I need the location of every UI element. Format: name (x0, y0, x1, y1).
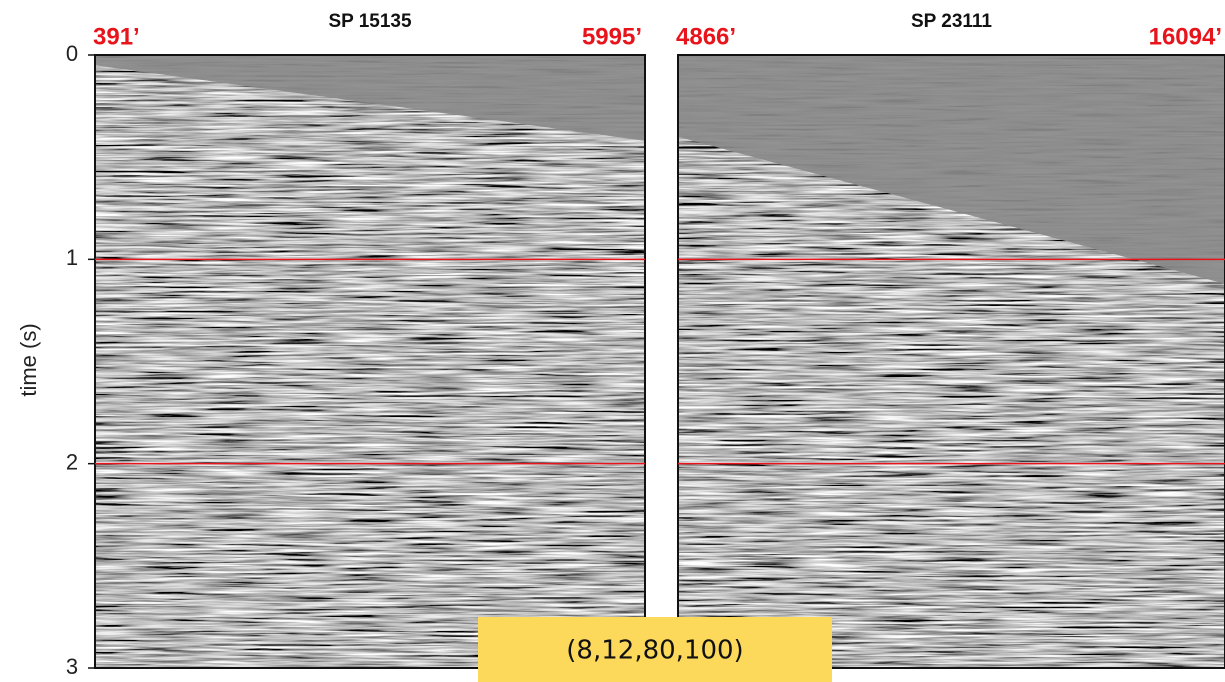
panel-frame (94, 54, 646, 669)
panels: SP 15135 391’ 5995’ SP 23111 4866’ 16094’ 0 1 2 3 (66, 11, 1225, 679)
mute-zone (95, 55, 645, 141)
panel-title: SP 23111 (911, 11, 992, 32)
left-offset: 4866’ (676, 23, 736, 50)
y-tick-label: 3 (66, 654, 78, 679)
y-tick-label: 1 (66, 245, 78, 270)
y-tick-label: 2 (66, 449, 78, 474)
mute-zone (678, 55, 1225, 284)
annotation-box (478, 617, 832, 682)
panel-frame (677, 54, 1225, 669)
panel-title: SP 15135 (328, 11, 412, 32)
left-offset: 391’ (93, 23, 140, 50)
right-offset: 16094’ (1149, 23, 1222, 50)
right-offset: 5995’ (582, 23, 642, 50)
y-axis-label: time (s) (16, 323, 41, 396)
annotation: (8,12,80,100) (566, 636, 743, 666)
seismic-panel (95, 55, 645, 668)
y-tick-label: 0 (66, 41, 78, 66)
